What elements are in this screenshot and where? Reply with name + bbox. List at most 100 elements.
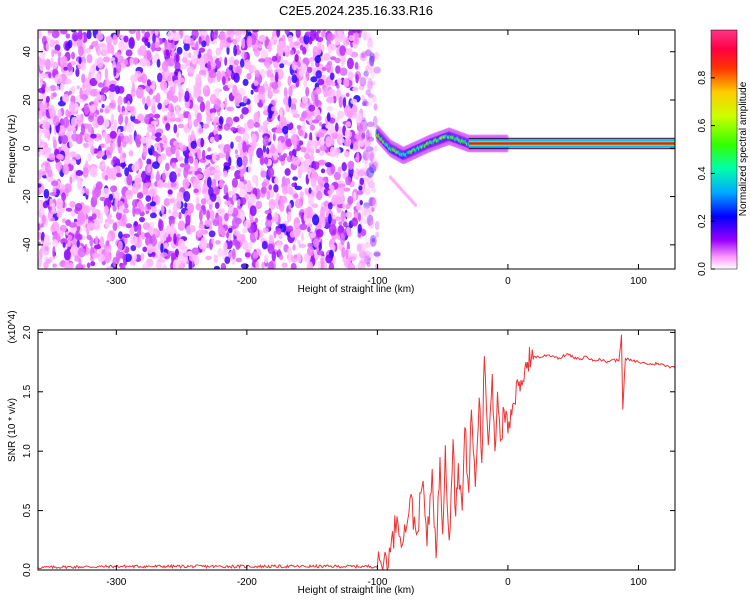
heatmap-cell	[97, 115, 104, 126]
heatmap-cell	[208, 70, 217, 79]
heatmap-cell	[178, 211, 182, 220]
heatmap-cell	[62, 163, 70, 175]
heatmap-cell	[41, 93, 46, 106]
heatmap-cell	[194, 50, 199, 56]
x-tick-label: -200	[237, 577, 257, 588]
heatmap-cell	[190, 130, 195, 143]
heatmap-cell	[183, 191, 191, 202]
heatmap-cell	[195, 196, 200, 206]
snr-frame	[37, 329, 676, 571]
heatmap-cell	[326, 112, 331, 122]
heatmap-cell	[133, 252, 137, 261]
heatmap-cell	[63, 248, 71, 261]
heatmap-cell	[112, 156, 118, 164]
heatmap-cell	[316, 250, 325, 256]
heatmap-cell	[361, 94, 365, 101]
heatmap-cell	[69, 176, 73, 185]
heatmap-cell	[204, 167, 211, 179]
heatmap-cell	[275, 128, 283, 134]
heatmap-cell	[118, 200, 124, 207]
heatmap-cell	[342, 187, 351, 192]
colorbar-frame	[710, 29, 738, 270]
heatmap-cell	[87, 153, 92, 162]
heatmap-cell	[113, 191, 120, 199]
heatmap-cell	[282, 45, 289, 53]
heatmap-cell	[261, 186, 267, 195]
heatmap-cell	[169, 117, 176, 122]
heatmap-cell	[67, 234, 73, 241]
heatmap-cell	[224, 56, 228, 66]
snr-series-line	[38, 334, 675, 570]
heatmap-cell	[359, 84, 365, 91]
heatmap-cell	[367, 98, 372, 107]
heatmap-cell	[313, 161, 320, 170]
heatmap-cell	[336, 84, 340, 89]
heatmap-cell	[64, 261, 69, 269]
heatmap-cell	[198, 127, 204, 134]
heatmap-cell	[301, 232, 304, 242]
heatmap-cell	[193, 158, 199, 169]
heatmap-cell	[239, 171, 244, 178]
heatmap-cell	[337, 225, 345, 233]
heatmap-cell	[128, 134, 133, 145]
heatmap-cell	[206, 48, 212, 58]
heatmap-cell	[323, 200, 330, 208]
heatmap-cell	[102, 118, 110, 128]
heatmap-cell	[168, 103, 174, 113]
heatmap-cell	[219, 41, 224, 51]
heatmap-cell	[242, 227, 248, 233]
heatmap-cell	[39, 62, 45, 71]
heatmap-cell	[214, 87, 220, 97]
heatmap-cell	[49, 85, 57, 92]
heatmap-cell	[65, 207, 72, 212]
heatmap-cell	[294, 226, 301, 237]
heatmap-cell	[249, 154, 253, 165]
heatmap-cell	[220, 262, 226, 269]
heatmap-cell	[306, 261, 313, 269]
heatmap-cell	[234, 93, 243, 104]
heatmap-cell	[157, 155, 163, 164]
heatmap-cell	[366, 214, 374, 226]
heatmap-cell	[277, 68, 284, 80]
heatmap-cell	[267, 90, 273, 99]
x-tick-label: 100	[630, 276, 647, 287]
heatmap-cell	[117, 135, 122, 148]
heatmap-cell	[223, 144, 231, 155]
heatmap-cell	[323, 261, 327, 269]
heatmap-cell	[146, 158, 152, 166]
heatmap-cell	[234, 170, 242, 180]
heatmap-cell	[191, 30, 199, 40]
heatmap-cell	[123, 96, 127, 104]
heatmap-cell	[155, 92, 161, 104]
heatmap-cell	[75, 114, 82, 121]
heatmap-cell	[101, 94, 106, 102]
heatmap-cell	[319, 122, 323, 127]
heatmap-cell	[252, 251, 259, 259]
heatmap-cell	[248, 193, 257, 205]
heatmap-cell	[110, 113, 115, 125]
heatmap-cell	[123, 35, 129, 43]
heatmap-cell	[340, 210, 345, 223]
heatmap-cell	[301, 95, 309, 104]
colorbar-ticks: 0.0 0.2 0.4 0.6 0.8	[697, 70, 715, 276]
heatmap-cell	[253, 121, 260, 128]
heatmap-cell	[361, 261, 366, 267]
heatmap-cell	[130, 245, 137, 252]
heatmap-cell	[208, 230, 216, 238]
heatmap-cell	[167, 189, 173, 195]
heatmap-cell	[369, 235, 377, 247]
spectrogram-frame	[37, 29, 676, 270]
heatmap-cell	[234, 149, 238, 155]
heatmap-cell	[140, 232, 146, 240]
heatmap-cell	[228, 64, 233, 71]
heatmap-cell	[367, 39, 374, 51]
heatmap-cell	[363, 248, 369, 255]
heatmap-cell	[156, 58, 161, 68]
heatmap-cell	[296, 124, 302, 130]
heatmap-cell	[101, 44, 109, 56]
heatmap-cell	[315, 86, 322, 95]
heatmap-cell	[223, 123, 231, 131]
heatmap-cell	[355, 201, 361, 211]
colorbar-label: Normalized spectral amplitude	[738, 81, 749, 216]
heatmap-cell	[201, 40, 207, 48]
